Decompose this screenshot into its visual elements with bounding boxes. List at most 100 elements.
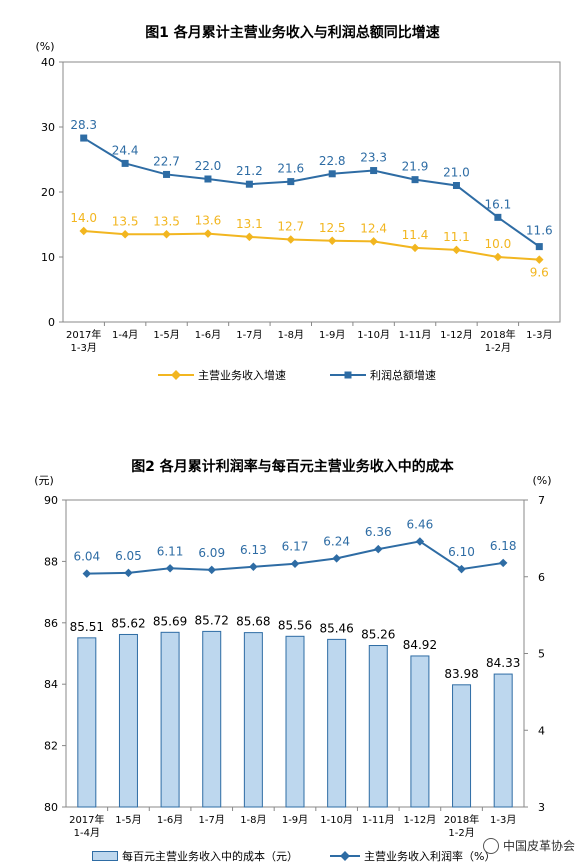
chart1-series-2-point (494, 213, 502, 221)
chart1-x-tick-label: 1-7月 (236, 329, 262, 341)
chart1-series-1-data-label: 13.5 (153, 214, 180, 228)
chart2-bar-data-label: 85.72 (195, 613, 229, 627)
chart2-bar (118, 633, 138, 808)
chart1-series-2-data-label: 16.1 (485, 197, 512, 211)
chart1-series-2-data-label: 21.0 (443, 166, 470, 180)
chart1-series-1-data-label: 13.6 (195, 214, 222, 228)
chart2-bar-data-label: 85.51 (70, 620, 104, 634)
chart2-bar-data-label: 85.46 (319, 621, 353, 635)
chart1-series-2-point (121, 159, 129, 167)
watermark-text: 中国皮革协会 (502, 839, 575, 853)
chart2-bar-data-label: 85.56 (278, 618, 312, 632)
chart2-y-right-unit: (%) (532, 474, 551, 487)
chart1-series-2-point (287, 178, 295, 186)
chart1-x-tick-label: 1-3月 (526, 329, 552, 341)
watermark: 中国皮革协会 (482, 837, 575, 854)
chart2-y-right-tick-label: 4 (538, 724, 545, 737)
chart2-bar (452, 684, 472, 808)
chart1-title: 图1 各月累计主营业务收入与利润总额同比增速 (145, 25, 440, 41)
chart1-series-2-point (535, 243, 543, 251)
chart1-series-1-point (120, 230, 130, 239)
chart1-y-unit: (%) (35, 40, 54, 53)
chart2-bar (77, 637, 97, 808)
chart2-y-right-tick-label: 7 (538, 494, 545, 507)
chart1-y-tick-label: 0 (48, 316, 55, 329)
chart2-y-left-tick-label: 86 (44, 617, 58, 630)
chart2-bar-data-label: 85.62 (111, 616, 145, 630)
chart2-bar-data-label: 85.69 (153, 614, 187, 628)
chart1-y-tick-label: 20 (41, 186, 55, 199)
chart1-x-tick-label: 1-11月 (399, 329, 432, 341)
chart1-x-tick-label: 1-3月 (71, 342, 97, 354)
chart2-y-right-tick-label: 6 (538, 571, 545, 584)
chart1-series-1-point (203, 229, 213, 238)
wechat-icon (482, 837, 499, 854)
chart2-y-left-tick-label: 80 (44, 801, 58, 814)
chart1-x-tick-label: 1-2月 (485, 342, 511, 354)
chart1-x-tick-label: 1-10月 (357, 329, 390, 341)
chart2-legend-label-1: 每百元主营业务收入中的成本（元） (122, 850, 298, 863)
chart2-bar-data-label: 85.68 (236, 615, 270, 629)
chart2-line-point (207, 565, 216, 575)
chart1-series-2-data-label: 21.2 (236, 164, 263, 178)
chart1-series-1-data-label: 11.4 (402, 228, 429, 242)
chart1-series-1-data-label: 13.1 (236, 217, 263, 231)
legend-line-marker-icon (330, 851, 360, 861)
chart2-bar (327, 638, 347, 808)
chart2-x-tick-label: 1-7月 (199, 814, 225, 826)
chart1-series-2-data-label: 24.4 (112, 143, 139, 157)
chart1-series-1-point (410, 243, 420, 253)
chart1-series-1-data-label: 13.5 (112, 214, 139, 228)
chart2-line-point (165, 564, 175, 573)
chart2-line-data-label: 6.18 (490, 539, 517, 553)
chart1-series-1-point (452, 245, 461, 255)
chart2-line-point (498, 558, 508, 568)
chart2-line-point (82, 569, 92, 578)
chart2-line-point (374, 544, 383, 554)
chart1-series-line-2 (83, 137, 540, 248)
chart2-line-data-label: 6.24 (323, 534, 350, 548)
chart1-x-tick-label: 1-4月 (112, 329, 138, 341)
chart1-x-tick-label: 1-8月 (278, 329, 304, 341)
chart1-series-1-data-label: 12.4 (360, 221, 387, 235)
chart2-bar-data-label: 83.98 (444, 667, 478, 681)
chart1-series-1-point (369, 237, 378, 246)
chart1-x-tick-label: 1-5月 (153, 329, 179, 341)
chart2-bar (243, 632, 263, 808)
chart2-bar-data-label: 84.92 (403, 638, 437, 652)
chart2-line-point (332, 554, 341, 563)
chart1-series-1-data-label: 11.1 (443, 230, 470, 244)
chart2-x-tick-label: 1-6月 (157, 814, 183, 826)
chart1-series-2-data-label: 22.0 (195, 159, 222, 173)
chart1-series-2-point (163, 170, 171, 178)
chart1-x-tick-label: 1-9月 (319, 329, 345, 341)
chart1-series-1-point (245, 232, 254, 242)
chart2-x-tick-label: 1-10月 (320, 814, 353, 826)
chart1-series-1-data-label: 9.6 (530, 266, 549, 280)
chart1-series-1-point (162, 230, 171, 239)
chart1-series-line-1 (83, 230, 540, 261)
chart1-series-1-point (79, 226, 88, 236)
chart2-bar-data-label: 85.26 (361, 628, 395, 642)
chart1-x-tick-label: 1-12月 (440, 329, 473, 341)
chart2-line-data-label: 6.17 (282, 540, 309, 554)
chart1-series-2-point (370, 167, 378, 175)
chart2-bar (410, 655, 430, 808)
chart1-y-tick-label: 10 (41, 251, 55, 264)
chart2-x-tick-label: 1-4月 (74, 827, 100, 839)
chart2-y-left-tick-label: 84 (44, 678, 58, 691)
chart1-x-tick-label: 1-6月 (195, 329, 221, 341)
chart2-bar (285, 635, 305, 808)
chart2-y-left-tick-label: 88 (44, 555, 58, 568)
chart2-x-tick-label: 1-2月 (448, 827, 474, 839)
chart2-line-point (290, 559, 300, 568)
chart1-series-1-point (493, 252, 503, 262)
chart1-series-2-point (204, 175, 212, 183)
chart1-series-1-point (327, 236, 337, 245)
chart1-series-2-data-label: 22.8 (319, 154, 346, 168)
chart1-series-2-data-label: 22.7 (153, 154, 180, 168)
chart1-x-tick-label: 2017年 (66, 328, 101, 341)
chart1-series-2-point (245, 180, 253, 188)
